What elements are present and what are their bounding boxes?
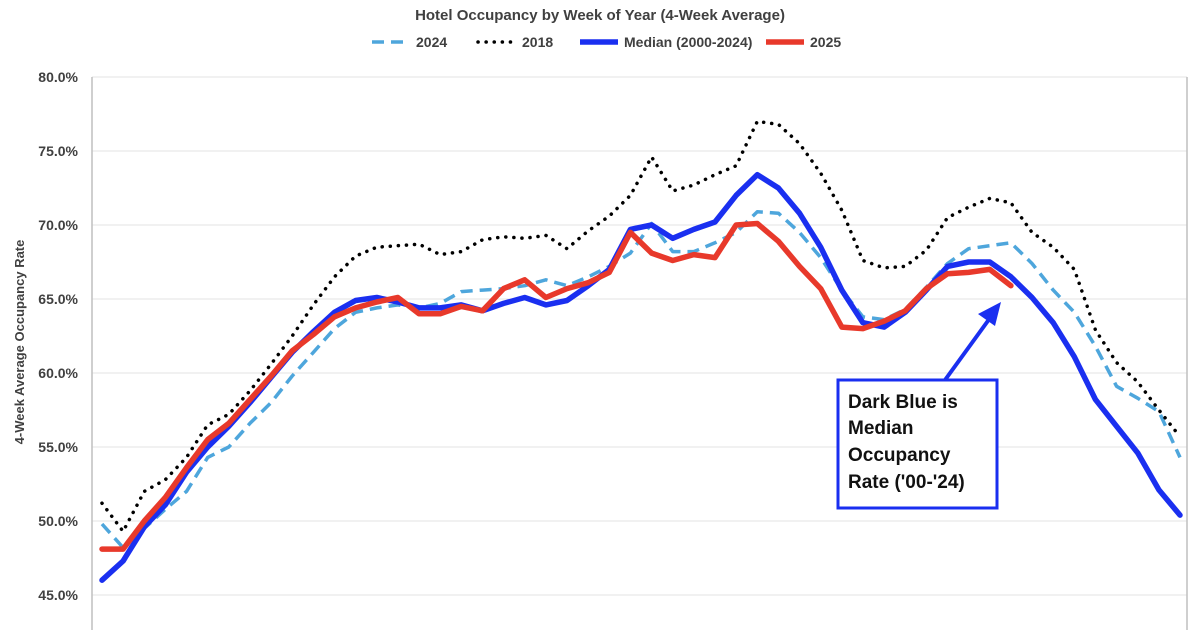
legend-label: 2018 — [522, 34, 553, 50]
legend: 2024 2018 Median (2000-2024) 2025 — [372, 34, 841, 50]
y-tick-label: 55.0% — [38, 439, 78, 455]
series-line-2025 — [99, 220, 1014, 552]
annotation-line-2: Median — [848, 418, 913, 439]
annotation-box — [836, 378, 999, 510]
y-tick-labels: 45.0% 50.0% 55.0% 60.0% 65.0% 70.0% 75.0% 80.0% — [38, 69, 78, 603]
arrow-head-icon — [978, 302, 1001, 326]
y-axis-label: 4-Week Average Occupancy Rate — [12, 240, 27, 445]
chart-title: Hotel Occupancy by Week of Year (4-Week … — [415, 7, 785, 24]
y-tick-label: 75.0% — [38, 143, 78, 159]
annotation-line-3: Occupancy — [848, 445, 951, 466]
annotation: Dark Blue is Median Occupancy Rate ('00-… — [836, 302, 1001, 510]
y-tick-label: 60.0% — [38, 365, 78, 381]
series-line-2018 — [100, 119, 1182, 534]
y-tick-label: 50.0% — [38, 513, 78, 529]
series-line-2024 — [100, 209, 1182, 550]
legend-label: Median (2000-2024) — [624, 34, 752, 50]
annotation-line-4: Rate ('00-'24) — [848, 472, 965, 493]
y-tick-label: 80.0% — [38, 69, 78, 85]
legend-label: 2024 — [416, 34, 447, 50]
y-tick-label: 65.0% — [38, 291, 78, 307]
gridlines — [92, 76, 1187, 596]
series-lines — [99, 119, 1183, 583]
annotation-arrow-shaft — [943, 316, 992, 382]
annotation-line-1: Dark Blue is — [848, 392, 958, 413]
legend-label: 2025 — [810, 34, 841, 50]
y-tick-label: 70.0% — [38, 217, 78, 233]
y-tick-label: 45.0% — [38, 587, 78, 603]
